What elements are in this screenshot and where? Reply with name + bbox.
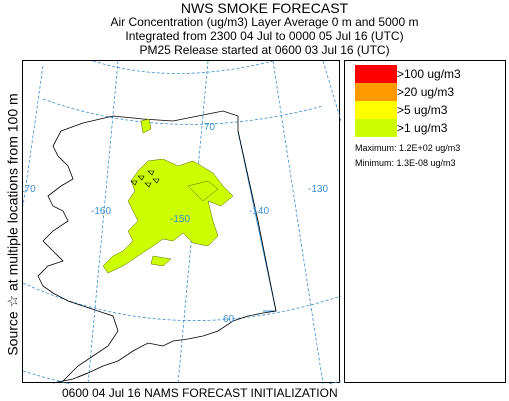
legend-swatch xyxy=(355,101,397,119)
legend-item: >100 ug/m3 xyxy=(355,65,505,83)
smoke-region-main xyxy=(102,158,234,274)
lon-label-130: -130 xyxy=(308,184,328,195)
map-canvas: 170 -160 -150 -140 -130 70 60 xyxy=(23,61,341,384)
minimum-value: Minimum: 1.3E-08 ug/m3 xyxy=(355,158,456,168)
lat-line-70 xyxy=(42,98,324,125)
concentration-subtitle: Air Concentration (ug/m3) Layer Average … xyxy=(110,15,419,29)
smoke-region-south xyxy=(150,255,172,267)
source-marker xyxy=(130,170,160,188)
lon-label-170: 170 xyxy=(23,184,36,195)
source-markers xyxy=(130,170,160,188)
legend-item: >1 ug/m3 xyxy=(355,119,505,137)
lon-label-150: -150 xyxy=(170,214,190,225)
lat-label-60: 60 xyxy=(223,314,235,325)
legend-item: >5 ug/m3 xyxy=(355,101,505,119)
lat-line-60 xyxy=(23,282,341,321)
smoke-plume xyxy=(102,118,234,274)
smoke-region-east xyxy=(187,180,219,202)
integration-period: Integrated from 2300 04 Jul to 0000 05 J… xyxy=(125,29,404,43)
lon-line-160 xyxy=(87,61,119,384)
legend-label: >20 ug/m3 xyxy=(397,85,455,99)
lat-line-north xyxy=(92,61,274,74)
lat-label-70: 70 xyxy=(204,122,216,133)
concentration-legend: >100 ug/m3 >20 ug/m3 >5 ug/m3 >1 ug/m3 M… xyxy=(344,60,506,383)
legend-item: >20 ug/m3 xyxy=(355,83,505,101)
source-info-text: Source ☆ at multiple locations from 100 … xyxy=(4,93,21,356)
legend-swatch xyxy=(355,83,397,101)
maximum-value: Maximum: 1.2E+02 ug/m3 xyxy=(355,143,461,153)
smoke-map: 170 -160 -150 -140 -130 70 60 xyxy=(22,60,341,384)
graticule xyxy=(23,61,341,384)
legend-swatch xyxy=(355,119,397,137)
legend-label: >100 ug/m3 xyxy=(397,67,461,81)
smoke-region-north xyxy=(140,118,152,134)
release-info: PM25 Release started at 0600 03 Jul 16 (… xyxy=(139,43,390,57)
grid-labels: 170 -160 -150 -140 -130 70 60 xyxy=(23,122,328,325)
lon-line-130 xyxy=(322,61,341,122)
map-title: NWS SMOKE FORECAST xyxy=(180,0,349,16)
source-info-sidebar: Source ☆ at multiple locations from 100 … xyxy=(0,60,22,390)
legend-swatch xyxy=(355,65,397,83)
forecast-initialization: 0600 04 Jul 16 NAMS FORECAST INITIALIZAT… xyxy=(62,386,338,400)
aleutian-islands xyxy=(52,372,89,384)
lon-label-140: -140 xyxy=(249,206,269,217)
alaska-coastline xyxy=(37,110,277,382)
legend-label: >1 ug/m3 xyxy=(397,121,448,135)
lon-line-140 xyxy=(272,61,324,384)
lon-line-170 xyxy=(23,65,44,207)
lon-label-160: -160 xyxy=(91,206,111,217)
legend-label: >5 ug/m3 xyxy=(397,103,448,117)
